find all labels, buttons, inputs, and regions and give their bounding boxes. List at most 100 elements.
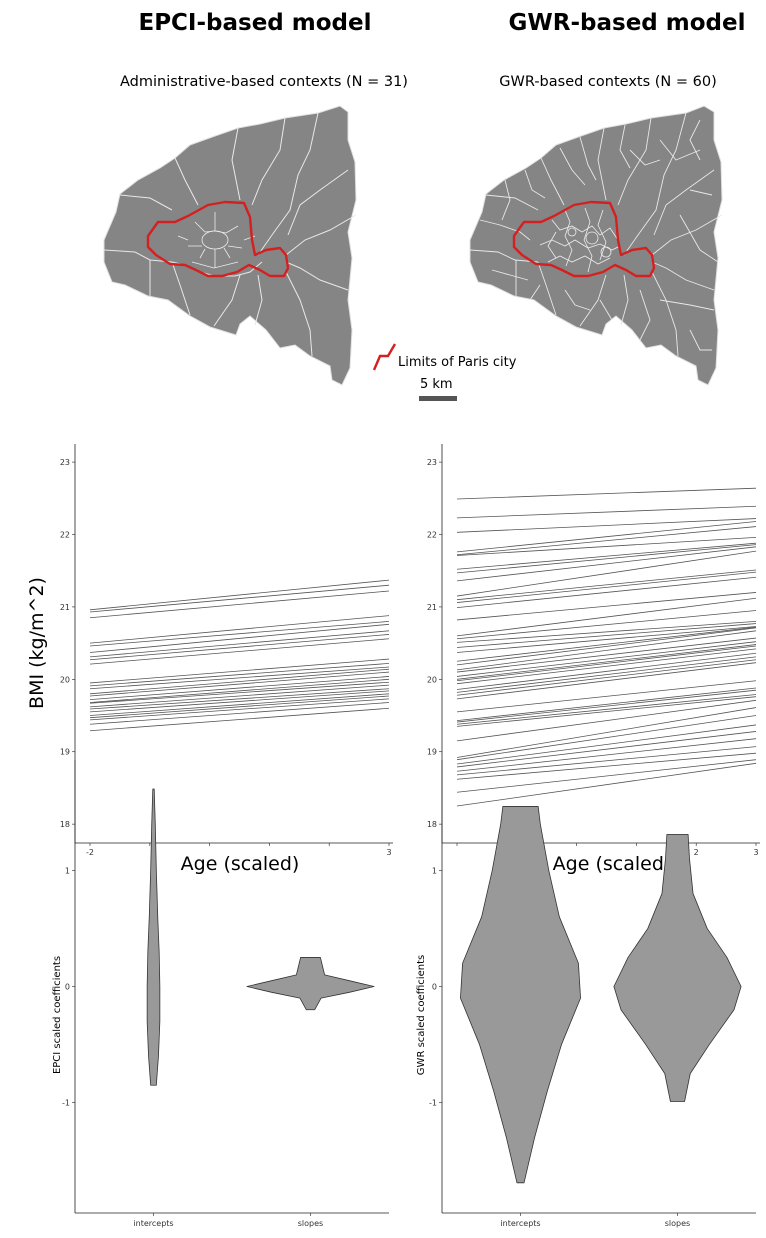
line-left-context-line xyxy=(89,623,390,653)
line-left-y-tick-label: 21 xyxy=(60,603,70,612)
line-left-y-tick-label: 23 xyxy=(60,458,70,467)
line-right-context-line xyxy=(456,659,757,696)
line-right-context-line xyxy=(456,630,757,671)
line-left-context-line xyxy=(89,658,390,684)
line-left-context-line xyxy=(89,634,390,661)
line-left-context-line xyxy=(89,707,390,732)
map-epci-paris-arrondissements xyxy=(177,212,256,269)
map-left-subtitle: Administrative-based contexts (N = 31) xyxy=(120,74,408,90)
line-right-y-tick-label: 20 xyxy=(427,675,437,684)
violin-left-y-axis-label: EPCI scaled coefficients xyxy=(52,956,63,1074)
line-right-context-line xyxy=(456,569,757,601)
line-left-context-line xyxy=(89,662,390,687)
line-right-context-line xyxy=(456,687,757,721)
map-epci-paris-limits xyxy=(146,200,290,278)
line-left-context-line xyxy=(89,630,390,658)
line-left-context-line xyxy=(89,688,390,710)
scale-bar xyxy=(419,396,457,401)
line-right-context-line xyxy=(456,526,757,556)
violin-chart-epci: -1 0 1 intercepts slopes xyxy=(62,760,389,1228)
map-epci xyxy=(103,105,357,386)
line-right-context-line xyxy=(456,644,757,680)
violin-right-violin-slopes xyxy=(613,833,742,1102)
line-left-context-line xyxy=(89,615,390,644)
line-right-x-axis-label: Age (scaled) xyxy=(553,853,672,875)
map-right-subtitle: GWR-based contexts (N = 60) xyxy=(499,74,716,90)
line-right-context-line xyxy=(456,576,757,609)
line-left-context-line xyxy=(89,676,390,700)
line-right-context-line xyxy=(456,626,757,653)
line-left-x-tick-label: 3 xyxy=(386,848,391,857)
line-left-context-line xyxy=(89,702,390,725)
violin-left-x-tick-label: intercepts xyxy=(133,1219,173,1228)
line-right-x-tick-label: 2 xyxy=(694,848,699,857)
line-left-context-line xyxy=(89,620,390,647)
line-right-context-line xyxy=(456,648,757,685)
line-right-context-line xyxy=(456,597,757,637)
line-right-context-line xyxy=(456,592,757,621)
violin-right-y-tick-label: -1 xyxy=(429,1099,437,1108)
violin-left-y-tick-label: -1 xyxy=(62,1099,70,1108)
line-right-context-line xyxy=(456,645,757,682)
line-right-context-line xyxy=(456,641,757,677)
line-left-context-line xyxy=(89,695,390,719)
line-y-axis-label: BMI (kg/m^2) xyxy=(26,577,48,709)
line-right-x-tick-label: 3 xyxy=(753,848,758,857)
line-right-context-line xyxy=(456,550,757,597)
line-right-context-line xyxy=(456,620,757,643)
paris-limits-legend-icon xyxy=(372,343,397,371)
line-right-y-tick-label: 18 xyxy=(427,820,437,829)
map-gwr xyxy=(469,105,723,386)
line-right-context-line xyxy=(456,623,757,648)
line-right-context-line xyxy=(456,537,757,556)
line-right-context-line xyxy=(456,626,757,662)
line-right-context-line xyxy=(456,694,757,725)
violin-left-y-tick-label: 1 xyxy=(65,866,70,875)
line-left-context-line xyxy=(89,668,390,695)
map-epci-boundaries xyxy=(103,112,357,357)
line-left-context-line xyxy=(89,684,390,708)
map-gwr-inner-contexts xyxy=(539,207,621,273)
line-right-context-line xyxy=(456,762,757,807)
line-right-context-line xyxy=(456,696,757,727)
line-left-context-line xyxy=(89,671,390,697)
line-right-context-line xyxy=(456,680,757,713)
line-right-context-line xyxy=(456,610,757,640)
line-left-x-axis-label: Age (scaled) xyxy=(181,853,300,875)
line-right-context-line xyxy=(456,715,757,761)
line-right-context-line xyxy=(456,662,757,700)
line-right-context-line xyxy=(456,746,757,776)
scale-bar-label: 5 km xyxy=(420,377,453,392)
violin-right-violin-intercepts xyxy=(460,806,581,1184)
map-gwr-paris-limits xyxy=(512,200,656,278)
line-right-context-line xyxy=(456,542,757,570)
line-left-y-tick-label: 20 xyxy=(60,675,70,684)
line-left-context-line xyxy=(89,698,390,721)
line-right-context-line xyxy=(456,699,757,742)
line-left-context-line xyxy=(89,584,390,613)
line-right-context-line xyxy=(456,656,757,693)
title-left: EPCI-based model xyxy=(138,10,371,36)
violin-right-y-axis-label: GWR scaled coefficients xyxy=(416,955,427,1075)
line-left-y-tick-label: 22 xyxy=(60,531,70,540)
line-left-context-line xyxy=(89,681,390,704)
violin-left-x-tick-label: slopes xyxy=(298,1219,323,1228)
violin-right-y-tick-label: 0 xyxy=(432,983,437,992)
map-gwr-boundaries xyxy=(469,112,723,357)
line-right-context-line xyxy=(456,689,757,723)
line-left-y-tick-label: 18 xyxy=(60,820,70,829)
title-right: GWR-based model xyxy=(509,10,746,36)
line-right-y-tick-label: 19 xyxy=(427,748,437,757)
violin-chart-gwr: -1 0 1 intercepts slopes xyxy=(429,760,756,1228)
line-left-y-tick-label: 19 xyxy=(60,748,70,757)
line-right-context-line xyxy=(456,546,757,582)
line-right-context-line xyxy=(456,707,757,758)
line-left-context-line xyxy=(89,666,390,690)
line-right-y-tick-label: 23 xyxy=(427,458,437,467)
line-right-context-line xyxy=(456,627,757,666)
violin-right-y-tick-label: 1 xyxy=(432,866,437,875)
line-right-context-line xyxy=(456,544,757,574)
violin-left-violin-slopes xyxy=(246,957,375,1011)
line-right-context-line xyxy=(456,505,757,519)
